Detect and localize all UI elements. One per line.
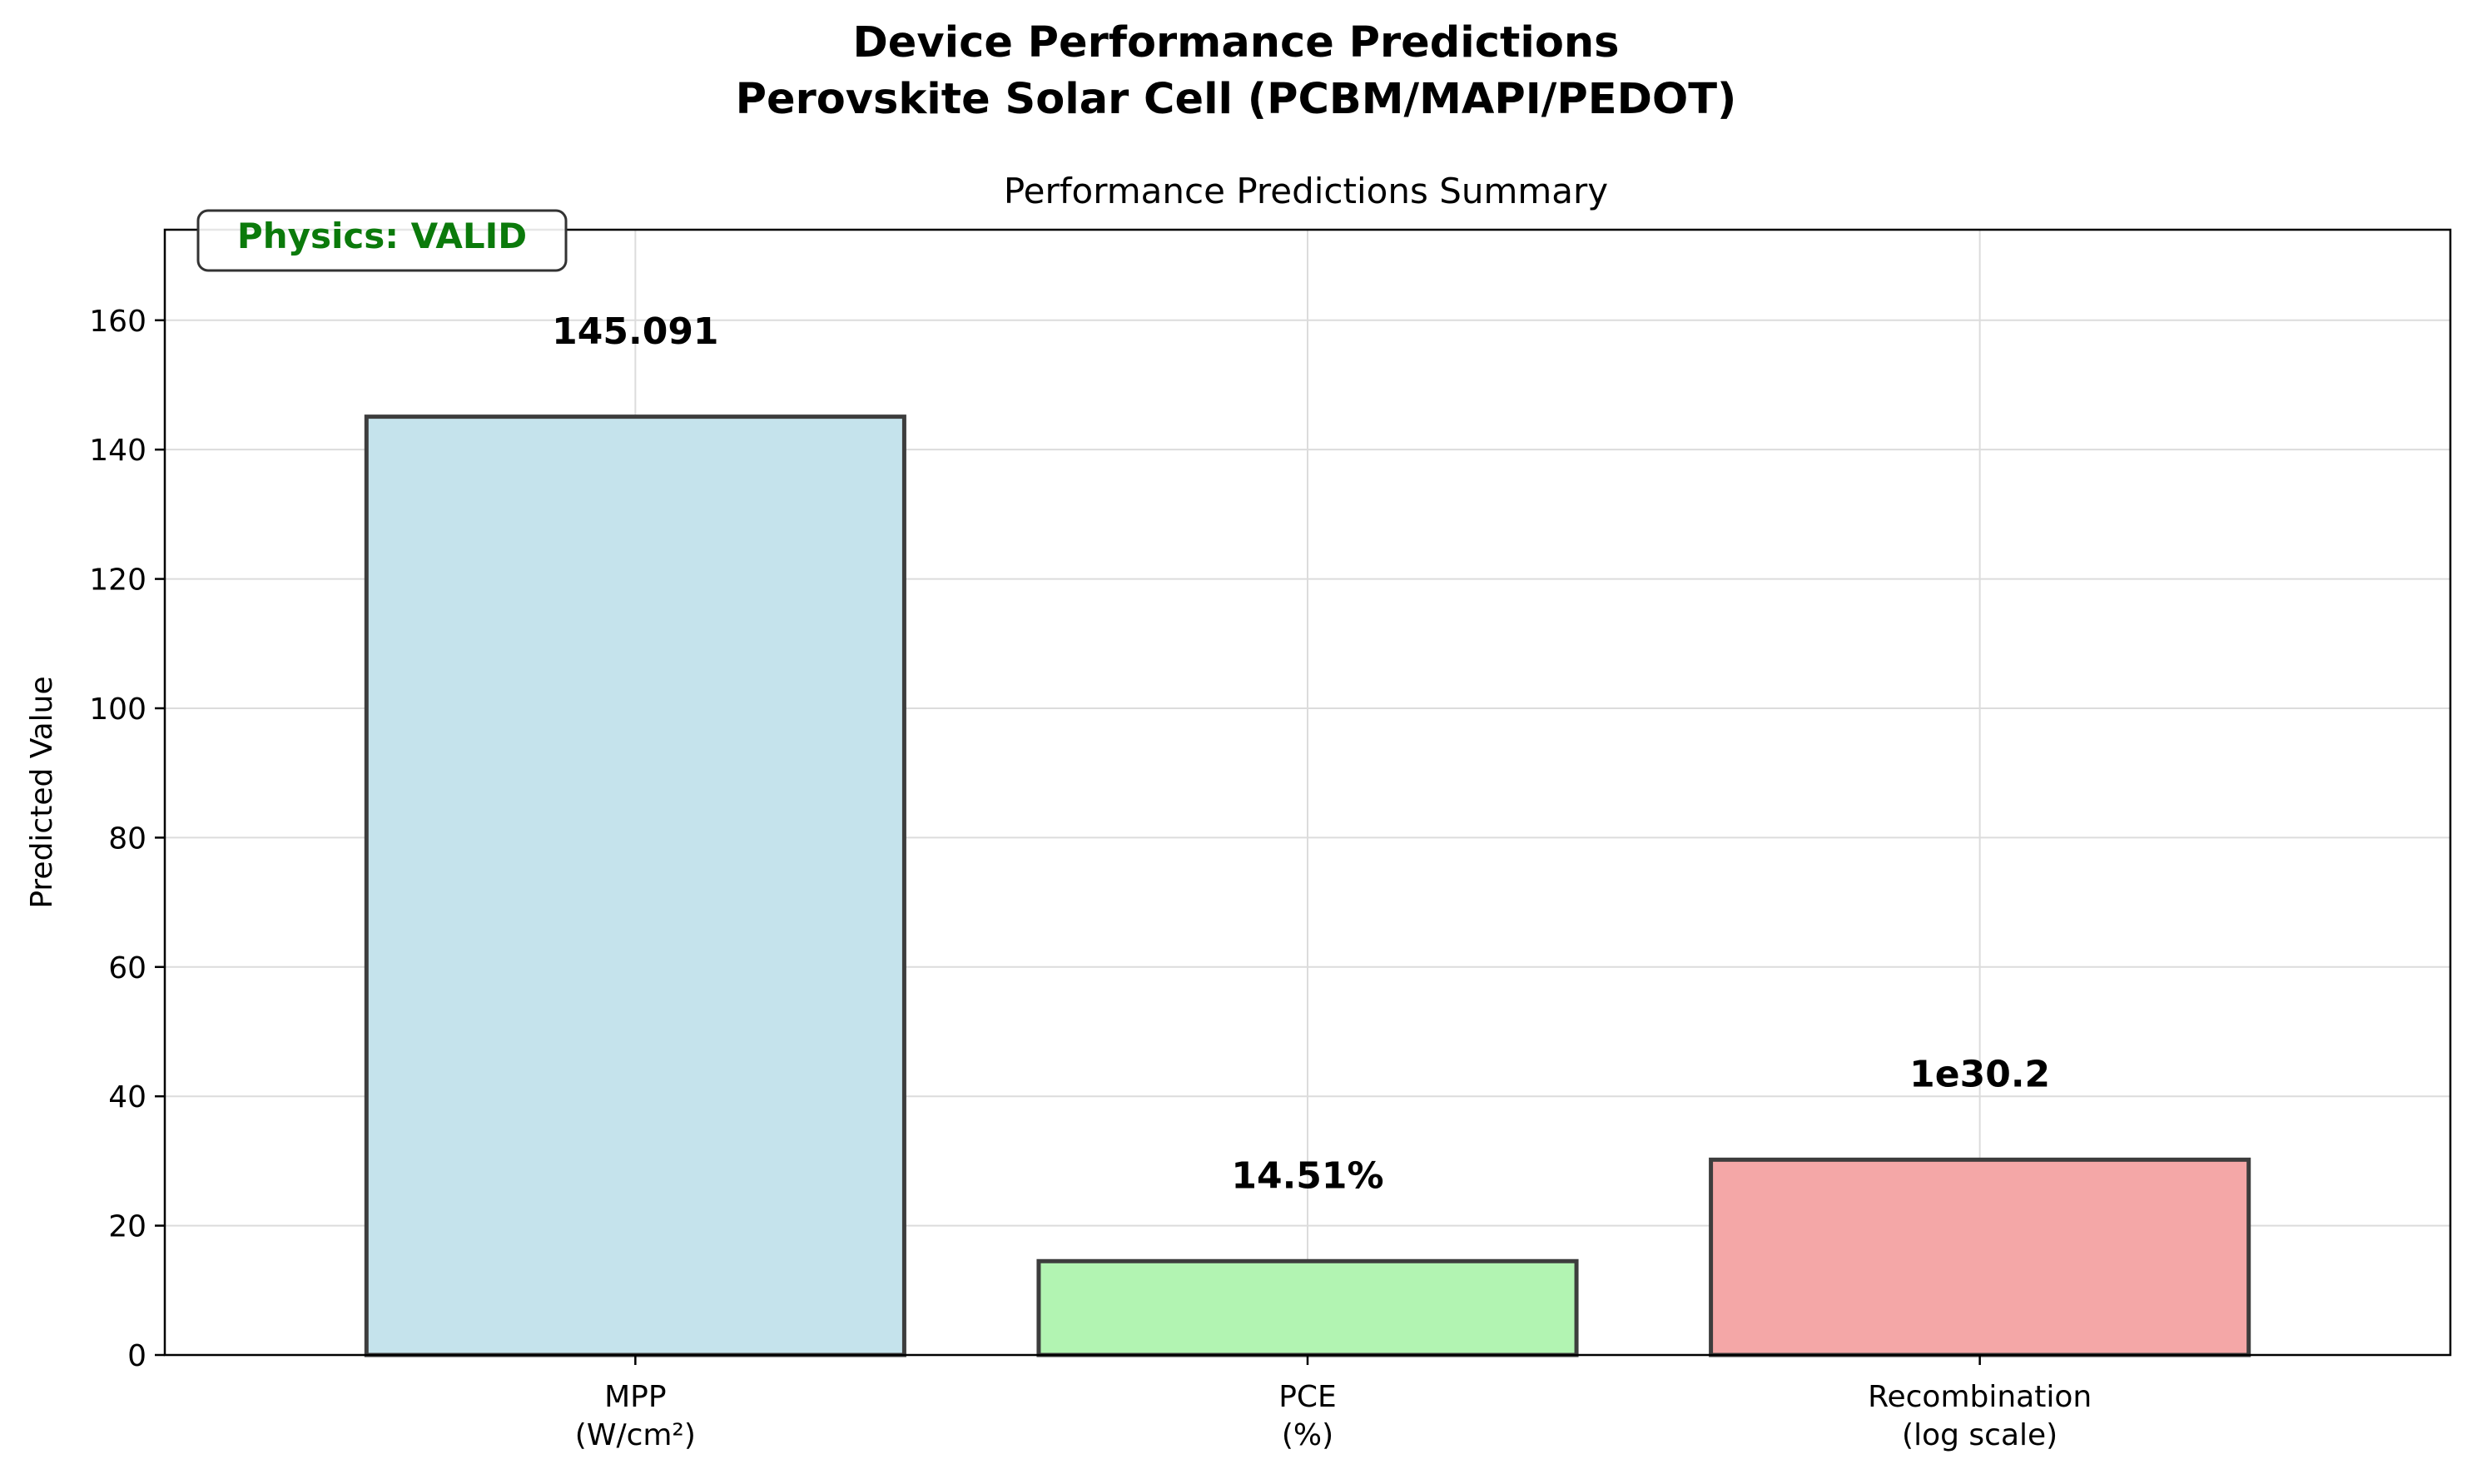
y-tick-label-4: 80 [108,821,146,856]
y-tick-label-2: 40 [108,1080,146,1114]
physics-status-box [196,209,568,272]
data-label-1: 14.51% [1231,1155,1383,1198]
y-tick-label-8: 160 [89,305,146,339]
y-tick-label-6: 120 [89,563,146,598]
data-labels: 145.091 14.51% 1e30.2 [552,310,2050,1198]
bar-0 [364,414,906,1357]
chart-title-line-1: Device Performance Predictions [852,18,1619,67]
x-tick-label-0-1: (W/cm²) [575,1418,696,1452]
data-label-2: 1e30.2 [1909,1054,2050,1096]
y-axis-label: Predicted Value [25,676,59,908]
x-tick-label-1-0: PCE [1278,1380,1337,1414]
y-tick-label-7: 140 [89,434,146,468]
x-tick-label-0-0: MPP [604,1380,666,1414]
bar-2 [1709,1157,2251,1357]
x-tick-label-1-1: (%) [1282,1418,1333,1452]
y-tick-label-0: 0 [127,1339,146,1373]
x-tick-label-2-0: Recombination [1868,1380,2092,1414]
physics-status-text: Physics: VALID [237,216,527,256]
y-tick-label-1: 20 [108,1210,146,1244]
chart-title-line-2: Perovskite Solar Cell (PCBM/MAPI/PEDOT) [736,75,1737,124]
y-axis: 0 20 40 60 80 100 120 140 160 [89,305,165,1373]
chart-subtitle: Performance Predictions Summary [1004,171,1608,211]
data-label-0: 145.091 [552,310,718,353]
physics-status-badge: Physics: VALID [196,209,568,272]
bars [364,414,2251,1357]
x-tick-label-2-1: (log scale) [1902,1418,2058,1452]
y-tick-label-5: 100 [89,692,146,727]
x-axis: MPP (W/cm²) PCE (%) Recombination (log scale) [575,1355,2092,1452]
y-tick-label-3: 60 [108,951,146,985]
bar-1 [1036,1258,1579,1357]
